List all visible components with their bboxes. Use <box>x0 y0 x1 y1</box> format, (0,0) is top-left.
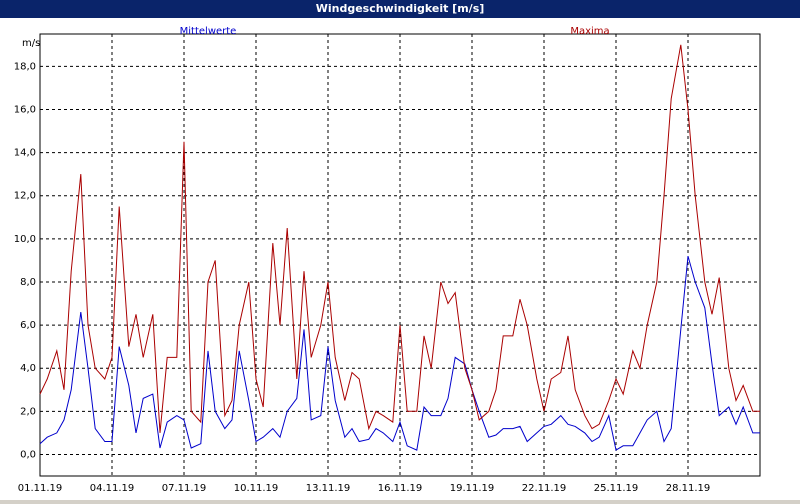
y-tick-label: 8,0 <box>20 277 36 288</box>
x-tick-label: 01.11.19 <box>18 483 63 494</box>
series-line-maxima <box>39 44 760 433</box>
x-tick-label: 10.11.19 <box>234 483 279 494</box>
y-tick-label: 2,0 <box>20 406 36 417</box>
y-tick-label: 0,0 <box>20 449 36 460</box>
x-tick-label: 22.11.19 <box>522 483 567 494</box>
y-tick-label: 16,0 <box>14 104 36 115</box>
legend-mittelwerte: Mittelwerte <box>180 26 237 37</box>
x-axis-ticks: 01.11.19 04.11.19 07.11.19 10.11.19 13.11.19… <box>18 483 711 494</box>
x-tick-label: 16.11.19 <box>378 483 423 494</box>
y-tick-label: 12,0 <box>14 191 36 202</box>
series-lines <box>39 44 760 451</box>
x-tick-label: 07.11.19 <box>162 483 207 494</box>
wind-speed-chart: 0,0 2,0 4,0 6,0 8,0 10,0 12,0 14,0 16,0 18,0 01.1… <box>14 26 761 494</box>
chart-area: 0,0 2,0 4,0 6,0 8,0 10,0 12,0 14,0 16,0 18,0 01.1… <box>0 18 800 500</box>
y-tick-label: 4,0 <box>20 363 36 374</box>
window-title: Windgeschwindigkeit [m/s] <box>0 0 800 18</box>
legend-maxima: Maxima <box>570 26 609 37</box>
x-tick-label: 13.11.19 <box>306 483 351 494</box>
x-tick-label: 04.11.19 <box>90 483 135 494</box>
y-axis-ticks: 0,0 2,0 4,0 6,0 8,0 10,0 12,0 14,0 16,0 18,0 <box>14 61 36 460</box>
y-tick-label: 6,0 <box>20 320 36 331</box>
x-tick-label: 25.11.19 <box>594 483 639 494</box>
grid <box>40 34 760 476</box>
y-axis-label: m/s <box>22 38 40 49</box>
x-tick-label: 19.11.19 <box>450 483 495 494</box>
y-tick-label: 10,0 <box>14 234 36 245</box>
series-line-mittelwerte <box>39 255 760 451</box>
x-tick-label: 28.11.19 <box>666 483 711 494</box>
y-tick-label: 14,0 <box>14 148 36 159</box>
y-tick-label: 18,0 <box>14 61 36 72</box>
